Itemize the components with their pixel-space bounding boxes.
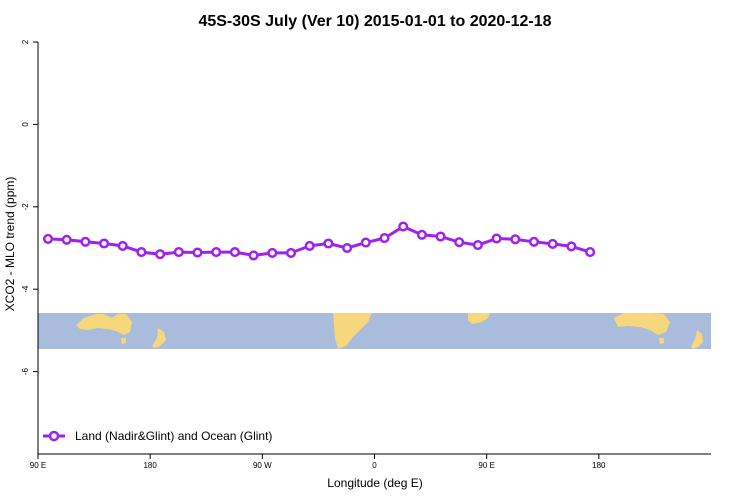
new-zealand-land-2 [691,330,703,349]
legend-marker [48,430,60,442]
x-tick-label: 180 [592,461,606,470]
y-ticks: 2 0 -2 -4 -6 [21,39,38,375]
data-point [547,238,558,249]
data-point [173,247,184,258]
y-tick-label: 2 [21,39,30,44]
data-point [472,240,483,251]
data-point [398,221,409,232]
y-tick-label: 0 [21,122,30,127]
y-axis: 2 0 -2 -4 -6 XCO2 - MLO trend (ppm) [3,39,39,454]
x-tick-label: 90 E [30,461,46,470]
data-point [585,247,596,258]
new-zealand-land [152,328,166,348]
data-point [285,247,297,258]
chart-title: 45S-30S July (Ver 10) 2015-01-01 to 2020… [198,13,551,30]
data-point [192,247,203,258]
x-axis: 90 E 180 90 W 0 90 E 180 Longitude (deg E) [30,453,711,490]
x-ticks: 90 E 180 90 W 0 90 E 180 [30,454,606,470]
world-map-strip [38,313,711,349]
data-point [566,241,577,252]
data-point [248,250,259,261]
data-point [528,236,540,247]
land-shapes [76,313,703,349]
y-axis-label: XCO2 - MLO trend (ppm) [3,177,17,312]
y-tick-label: -6 [21,367,30,375]
data-point [342,242,353,254]
data-point [360,237,371,248]
tasmania-land [121,338,126,344]
data-point [379,233,390,244]
data-point [435,231,446,242]
data-point [510,234,521,245]
x-tick-label: 90 E [478,461,494,470]
x-axis-label: Longitude (deg E) [327,476,422,490]
data-point [155,249,166,260]
y-tick-label: -2 [21,203,30,211]
data-point [136,247,147,258]
data-point [229,247,240,258]
data-point [323,238,334,249]
data-point [416,229,427,240]
data-point [454,237,465,248]
x-tick-label: 0 [372,461,377,470]
data-point [61,234,72,245]
data-point [117,240,128,251]
data-point [99,238,110,249]
y-tick-label: -4 [21,285,30,293]
south-africa-land [468,313,490,324]
series-layer [42,221,596,261]
data-point [80,236,91,247]
legend: Land (Nadir&Glint) and Ocean (Glint) [43,429,272,443]
legend-label: Land (Nadir&Glint) and Ocean (Glint) [75,429,272,443]
data-point [211,247,222,258]
ocean-band [38,313,711,349]
data-point [267,247,278,258]
australia-land-2 [614,313,670,335]
data-point [491,233,502,244]
data-point [304,240,315,251]
x-tick-label: 180 [143,461,157,470]
tasmania-land-2 [659,338,664,344]
x-tick-label: 90 W [253,461,272,470]
australia-land [76,314,132,335]
south-america-land [333,313,372,349]
data-point [42,233,54,244]
